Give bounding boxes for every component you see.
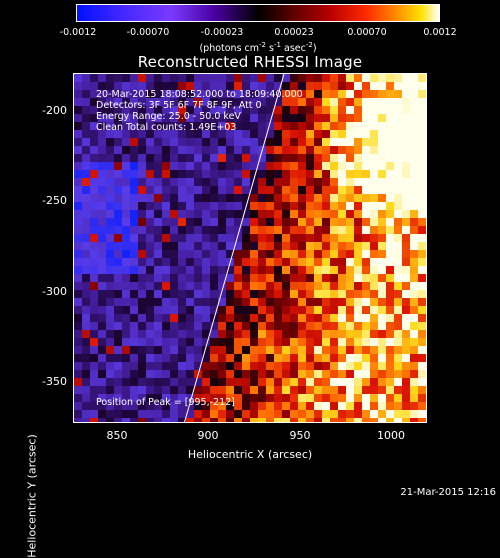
colorbar-tick: 0.00070 xyxy=(347,27,387,38)
y-tick-label: -300 xyxy=(42,285,67,298)
colorbar-unit-label: (photons cm-2 s-1 asec-2) xyxy=(199,41,317,55)
heatmap-image xyxy=(74,74,426,422)
y-axis-label: Heliocentric Y (arcsec) xyxy=(25,434,39,558)
detectors-text: Detectors: 3F 5F 6F 7F 8F 9F, Att 0 xyxy=(96,100,262,111)
rhessi-image-plot: 20-Mar-2015 18:08:52.000 to 18:09:40.000… xyxy=(73,73,427,423)
peak-position-text: Position of Peak = [995,-212] xyxy=(96,397,235,408)
y-tick-label: -350 xyxy=(42,375,67,388)
x-axis-label: Heliocentric X (arcsec) xyxy=(187,448,313,461)
image-title: Reconstructed RHESSI Image xyxy=(137,53,363,71)
energy-range-text: Energy Range: 25.0 - 50.0 keV xyxy=(96,111,241,122)
y-tick-label: -250 xyxy=(42,194,67,207)
algorithm-counts-text: Clean Total counts: 1.49E+03 xyxy=(96,122,237,133)
timestamp: 21-Mar-2015 12:16 xyxy=(400,487,496,498)
colorbar xyxy=(76,4,440,22)
colorbar-tick: 0.0012 xyxy=(423,27,457,38)
colorbar-tick: -0.00070 xyxy=(126,27,170,38)
x-tick-label: 1000 xyxy=(377,429,405,442)
x-tick-label: 950 xyxy=(289,429,311,442)
y-tick-label: -200 xyxy=(42,104,67,117)
colorbar-tick: -0.0012 xyxy=(59,27,97,38)
time-range-text: 20-Mar-2015 18:08:52.000 to 18:09:40.000 xyxy=(96,89,303,100)
x-tick-label: 850 xyxy=(106,429,128,442)
limb-line xyxy=(184,74,285,422)
x-tick-label: 900 xyxy=(197,429,219,442)
colorbar-tick: 0.00023 xyxy=(274,27,314,38)
colorbar-tick: -0.00023 xyxy=(200,27,244,38)
